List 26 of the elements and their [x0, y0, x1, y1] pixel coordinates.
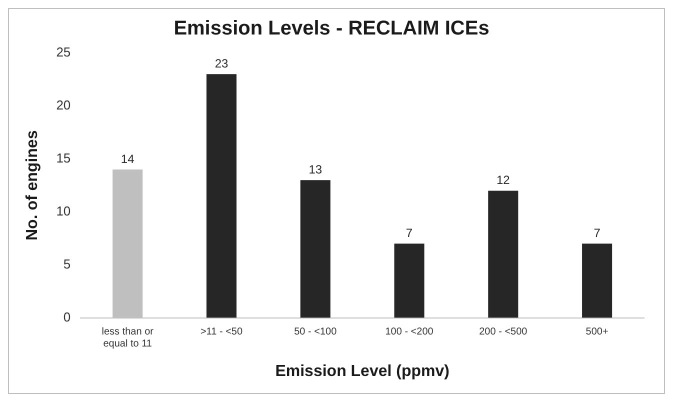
x-tick-label: 200 - <500 — [479, 326, 528, 338]
chart-title: Emission Levels - RECLAIM ICEs — [174, 18, 490, 40]
x-tick-label: 50 - <100 — [294, 326, 338, 338]
x-tick-label: 500+ — [586, 326, 608, 338]
data-label: 23 — [214, 56, 228, 70]
bar — [300, 180, 330, 318]
y-tick-label: 0 — [63, 309, 71, 324]
bar — [394, 244, 424, 318]
x-tick-label: 100 - <200 — [385, 326, 434, 338]
x-axis-title: Emission Level (ppmv) — [275, 362, 450, 380]
x-tick-label: less than or equal to 11 — [102, 326, 154, 350]
y-tick-label: 5 — [63, 256, 71, 272]
x-tick-label: >11 - <50 — [200, 326, 243, 338]
y-axis-title: No. of engines — [24, 130, 42, 241]
data-label: 7 — [594, 226, 601, 240]
data-label: 13 — [308, 162, 322, 176]
y-tick-label: 25 — [56, 44, 71, 60]
bar — [582, 244, 612, 318]
y-tick-label: 15 — [56, 150, 71, 166]
bar — [206, 74, 237, 318]
data-label: 12 — [496, 173, 510, 188]
y-tick-label: 20 — [56, 98, 71, 113]
data-label: 7 — [406, 226, 413, 240]
data-label: 14 — [120, 152, 135, 166]
bar — [488, 190, 518, 318]
y-tick-label: 10 — [56, 203, 71, 218]
